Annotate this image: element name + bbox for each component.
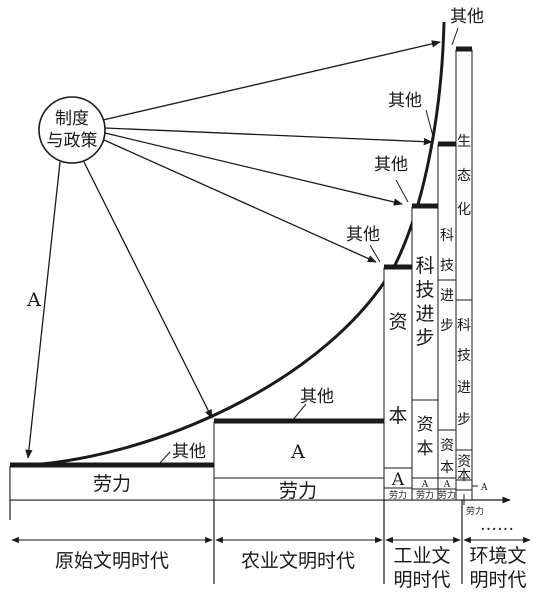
industrial-labor: 劳力 (389, 489, 407, 501)
tech-a: A (421, 480, 429, 490)
arrow-to-env1-other (104, 127, 433, 146)
tech-tech-2: 技 (415, 279, 434, 301)
env1-tech-4: 步 (440, 318, 454, 334)
primitive-other: 其他 (172, 442, 206, 462)
growth-curve (11, 21, 446, 468)
agriculture-stack: A 劳力 其他 (213, 387, 385, 502)
env2-tech-4: 步 (457, 412, 471, 428)
primitive-labor: 劳力 (93, 473, 131, 495)
era-primitive: 原始文明时代 (55, 550, 169, 572)
era-industrial-line2: 明时代 (393, 569, 450, 591)
era-industrial-line1: 工业文 (393, 545, 450, 567)
env2-eco-1: 生 (457, 134, 471, 150)
era-environment-line1: 环境文 (469, 545, 526, 567)
agriculture-a: A (290, 441, 305, 463)
tech-tech-4: 步 (415, 327, 434, 349)
tech-capital-1: 资 (417, 415, 434, 435)
env2-eco-3: 化 (457, 202, 471, 218)
env1-other: 其他 (388, 91, 422, 111)
arrow-to-primitive (25, 161, 61, 459)
industrial-capital-2: 本 (388, 405, 407, 427)
env1-tech-2: 技 (440, 258, 454, 274)
industrial-stack: 资 本 A 劳力 其他 (346, 225, 413, 501)
env-stack-2: 生 态 化 科 技 进 步 资 本 A 劳力 其他 (450, 7, 488, 517)
arrow-to-env2-other (102, 40, 441, 121)
policy-node-line2: 与政策 (47, 131, 98, 151)
env2-eco-2: 态 (457, 168, 471, 184)
industrial-a: A (391, 470, 405, 490)
tech-tech-3: 进 (415, 303, 434, 325)
env-stack-1: 科 技 进 步 资 本 A 劳力 其他 (388, 91, 457, 501)
agriculture-other: 其他 (300, 387, 334, 407)
env2-tech-1: 科 (457, 318, 471, 334)
policy-node (38, 96, 106, 164)
env2-other: 其他 (450, 7, 484, 27)
env2-tech-2: 技 (457, 348, 471, 364)
tech-other: 其他 (374, 155, 408, 175)
env1-tech-3: 进 (440, 288, 454, 304)
arrow-to-industrial-other (103, 139, 377, 263)
tech-labor: 劳力 (416, 489, 434, 501)
env2-tech-3: 进 (457, 380, 471, 396)
era-dividers (213, 500, 463, 584)
env2-capital-1: 资 (457, 454, 471, 470)
policy-node-line1: 制度 (55, 109, 89, 129)
tech-tech-1: 科 (415, 255, 434, 277)
era-agriculture: 农业文明时代 (241, 550, 355, 572)
env1-a: A (443, 480, 451, 490)
env1-capital-1: 资 (440, 438, 454, 454)
tech-stack: 科 技 进 步 资 本 A 劳力 其他 (374, 155, 439, 501)
ellipsis: …… (480, 515, 514, 535)
env2-labor: 劳力 (466, 505, 484, 517)
tech-capital-2: 本 (417, 439, 434, 459)
arrow-to-agriculture (83, 161, 213, 419)
env1-labor: 劳力 (438, 489, 456, 501)
env2-capital-2: 本 (457, 468, 471, 484)
policy-arrows (25, 40, 441, 459)
env2-a: A (480, 483, 488, 493)
arrow-to-tech-other (104, 132, 403, 206)
env1-tech-1: 科 (440, 228, 454, 244)
industrial-capital-1: 资 (388, 311, 407, 333)
a-arrow-label: A (26, 289, 41, 311)
era-environment-line2: 明时代 (469, 569, 526, 591)
env1-capital-2: 本 (440, 460, 454, 476)
industrial-other: 其他 (346, 225, 380, 245)
agriculture-labor: 劳力 (279, 480, 317, 502)
